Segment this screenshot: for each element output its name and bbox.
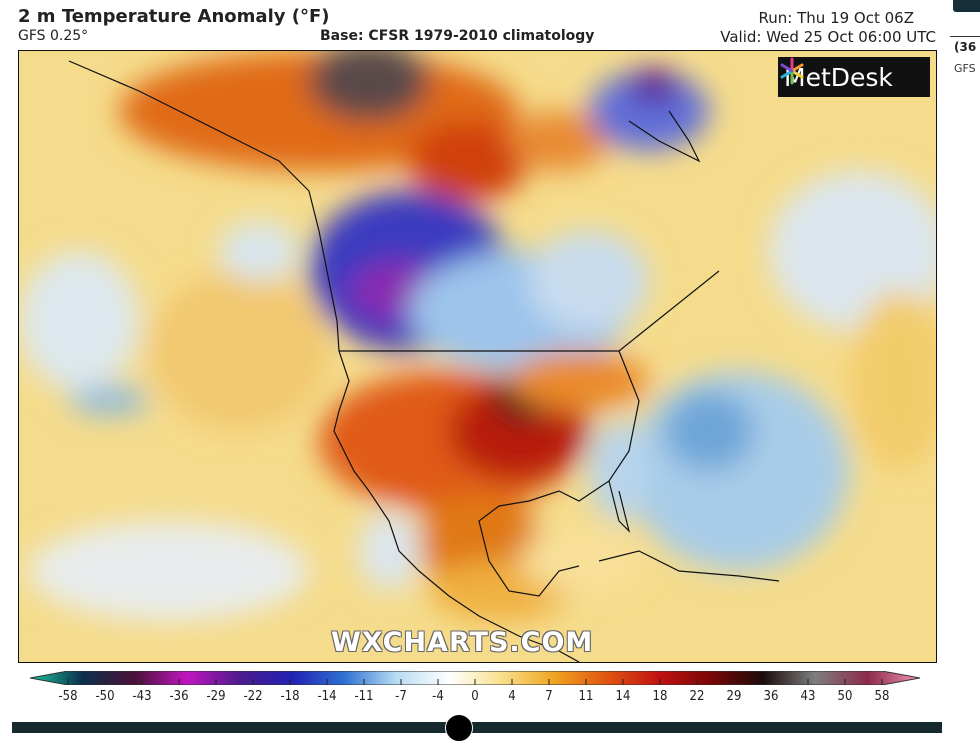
divider xyxy=(950,36,980,37)
colorbar-tick-label: -7 xyxy=(395,689,407,704)
colorbar-tick-label: -11 xyxy=(354,689,374,704)
colorbar-tick-label: -58 xyxy=(58,689,78,704)
metdesk-star-icon xyxy=(780,57,804,85)
colorbar-tick-label: -50 xyxy=(95,689,115,704)
temperature-anomaly-map: MetDesk WXCHARTS.COM xyxy=(18,50,937,663)
colorbar-tick-label: 29 xyxy=(726,689,742,704)
colorbar-tick-label: 43 xyxy=(800,689,816,704)
colorbar-tick-label: -29 xyxy=(206,689,226,704)
model-label: GFS 0.25° xyxy=(18,28,89,44)
colorbar-tick-labels: -58 -50 -43 -36 -29 -22 -18 -14 -11 -7 -4 0 4 7 11 14 18… xyxy=(0,689,980,707)
colorbar-tick-label: 4 xyxy=(508,689,516,704)
colorbar-tick-label: -43 xyxy=(132,689,152,704)
colorbar-tick-label: 36 xyxy=(763,689,779,704)
colorbar-tick-label: -18 xyxy=(280,689,300,704)
colorbar-tick-label: 50 xyxy=(837,689,853,704)
side-panel-button[interactable] xyxy=(953,0,980,12)
colorbar-tick-label: 14 xyxy=(615,689,631,704)
colorbar-tick-label: 22 xyxy=(689,689,705,704)
colorbar-tick-label: 58 xyxy=(874,689,890,704)
valid-time-label: Valid: Wed 25 Oct 06:00 UTC xyxy=(720,28,936,46)
colorbar-tick-label: 11 xyxy=(578,689,594,704)
climatology-base-label: Base: CFSR 1979-2010 climatology xyxy=(320,28,595,44)
colorbar-tick-label: -22 xyxy=(243,689,263,704)
colorbar-tick-label: -4 xyxy=(432,689,444,704)
colorbar xyxy=(30,671,920,685)
timeline-slider-handle[interactable] xyxy=(445,714,474,742)
run-time-label: Run: Thu 19 Oct 06Z xyxy=(758,9,914,27)
colorbar-tick-label: 18 xyxy=(652,689,668,704)
colorbar-tick-label: -14 xyxy=(317,689,337,704)
chart-title: 2 m Temperature Anomaly (°F) xyxy=(18,6,330,27)
colorbar-tick-label: -36 xyxy=(169,689,189,704)
coastlines xyxy=(68,60,780,662)
wxcharts-watermark: WXCHARTS.COM xyxy=(331,627,594,658)
timeline-slider[interactable] xyxy=(12,722,942,733)
colorbar-tick-label: 7 xyxy=(545,689,553,704)
colorbar-tick-label: 0 xyxy=(471,689,479,704)
metdesk-logo: MetDesk xyxy=(778,57,930,97)
side-panel-model-label: GFS xyxy=(954,62,976,75)
anomaly-field xyxy=(19,51,936,662)
side-panel-run-label: (36 xyxy=(954,40,977,54)
